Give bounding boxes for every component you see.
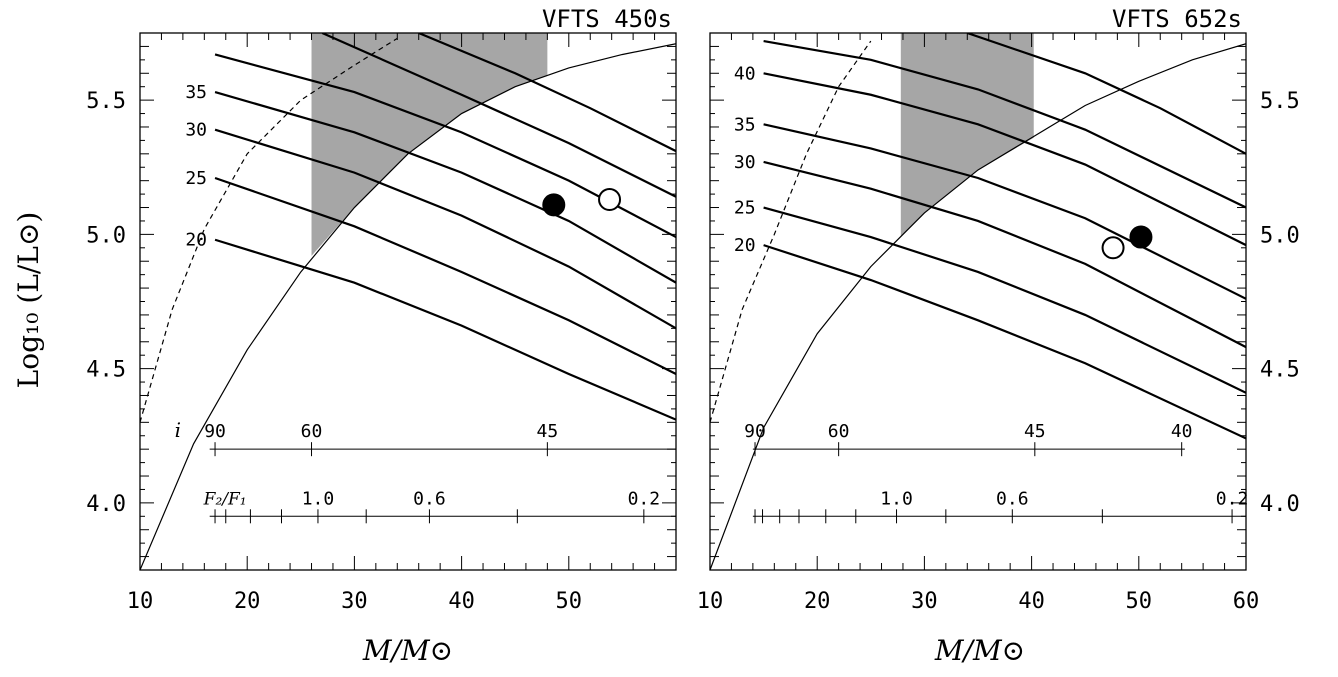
isoline-30	[214, 128, 676, 330]
y-tick-label: 4.5	[86, 358, 126, 383]
scale-tick-label: 1.0	[880, 488, 913, 509]
isoline-unlabeled-6	[418, 33, 676, 153]
dashed-boundary-curve	[140, 37, 398, 423]
flux-ratio-label: F₂/F₁	[203, 489, 247, 509]
isoline-35	[214, 91, 676, 284]
panel-title: VFTS 652s	[1112, 5, 1242, 33]
solid-boundary-curve	[710, 43, 1246, 570]
isoline-label: 35	[185, 82, 207, 103]
scale-tick-label: 45	[537, 421, 559, 442]
scale-tick-label: 60	[301, 421, 323, 442]
panel-vfts-450s: 20 25 30 35 90 60 45 i 1.0 0.6 0.2 F₂/F₁ 10 20 30 40 50 4…	[86, 5, 677, 614]
shaded-region	[900, 33, 1034, 238]
x-axis-label-right: M/M⊙	[934, 634, 1025, 667]
filled-point	[1129, 225, 1153, 249]
isoline-label: 20	[185, 230, 207, 251]
isoline-40	[763, 72, 1246, 247]
y-tick-label: 5.5	[1260, 89, 1300, 114]
x-tick-label: 40	[1018, 589, 1045, 614]
flux-ratio-scale: 1.0 0.6 0.2	[752, 488, 1249, 524]
filled-point	[542, 193, 566, 217]
isoline-label: 20	[734, 235, 756, 256]
isoline-30	[763, 160, 1246, 349]
x-tick-label: 30	[911, 589, 938, 614]
scale-tick-label: 90	[204, 421, 226, 442]
isoline-20	[763, 244, 1246, 440]
x-tick-label: 10	[127, 589, 154, 614]
x-tick-label: 20	[234, 589, 261, 614]
scale-tick-label: 0.2	[1216, 488, 1249, 509]
isoline-unlabeled-6	[966, 33, 1246, 155]
scale-tick-label: 60	[828, 421, 850, 442]
x-tick-label: 30	[341, 589, 368, 614]
panel-vfts-652s: 20 25 30 35 40 90 60 45 40 1.0 0.6 0.2 10 20 30 40 50 60 4…	[697, 5, 1300, 614]
inclination-scale: 90 60 45 40	[744, 421, 1193, 457]
x-tick-label: 50	[556, 589, 583, 614]
isoline-label: 25	[185, 168, 207, 189]
y-tick-label: 4.0	[86, 492, 126, 517]
open-point	[598, 187, 622, 211]
isoline-25	[763, 206, 1246, 394]
scale-tick-label: 0.2	[628, 488, 661, 509]
flux-ratio-scale: 1.0 0.6 0.2 F₂/F₁	[203, 488, 676, 524]
plot-area	[140, 33, 676, 570]
x-tick-label: 50	[1126, 589, 1153, 614]
solid-boundary-curve	[140, 43, 676, 570]
plot-area	[710, 33, 1246, 570]
inclination-label: i	[175, 418, 181, 442]
isoline-label: 35	[734, 114, 756, 135]
y-tick-label: 5.5	[86, 89, 126, 114]
isoline-25	[214, 176, 676, 375]
x-tick-label: 20	[804, 589, 831, 614]
shaded-region	[311, 33, 548, 256]
scale-tick-label: 40	[1171, 421, 1193, 442]
x-tick-label: 60	[1233, 589, 1260, 614]
scale-tick-label: 0.6	[413, 488, 446, 509]
panel-title: VFTS 450s	[542, 5, 672, 33]
isoline-label: 40	[734, 63, 756, 84]
isoline-20	[214, 238, 676, 421]
isoline-label: 30	[185, 120, 207, 141]
inclination-scale: 90 60 45 i	[175, 418, 676, 457]
open-point	[1101, 236, 1125, 260]
scale-tick-label: 0.6	[996, 488, 1029, 509]
x-tick-label: 40	[448, 589, 475, 614]
scale-tick-label: 45	[1024, 421, 1046, 442]
isoline-unlabeled-5	[763, 39, 1246, 209]
x-tick-label: 10	[697, 589, 724, 614]
scale-tick-label: 90	[744, 421, 766, 442]
isoline-unlabeled-5	[321, 33, 676, 198]
y-tick-label: 5.0	[1260, 223, 1300, 248]
y-tick-label: 5.0	[86, 223, 126, 248]
y-tick-label: 4.0	[1260, 492, 1300, 517]
isoline-label: 30	[734, 152, 756, 173]
y-axis-label: Log₁₀ (L/L⊙)	[12, 212, 45, 389]
y-tick-label: 4.5	[1260, 358, 1300, 383]
isoline-label: 25	[734, 198, 756, 219]
dashed-boundary-curve	[710, 40, 872, 423]
scale-tick-label: 1.0	[302, 488, 335, 509]
x-axis-label-left: M/M⊙	[362, 634, 453, 667]
